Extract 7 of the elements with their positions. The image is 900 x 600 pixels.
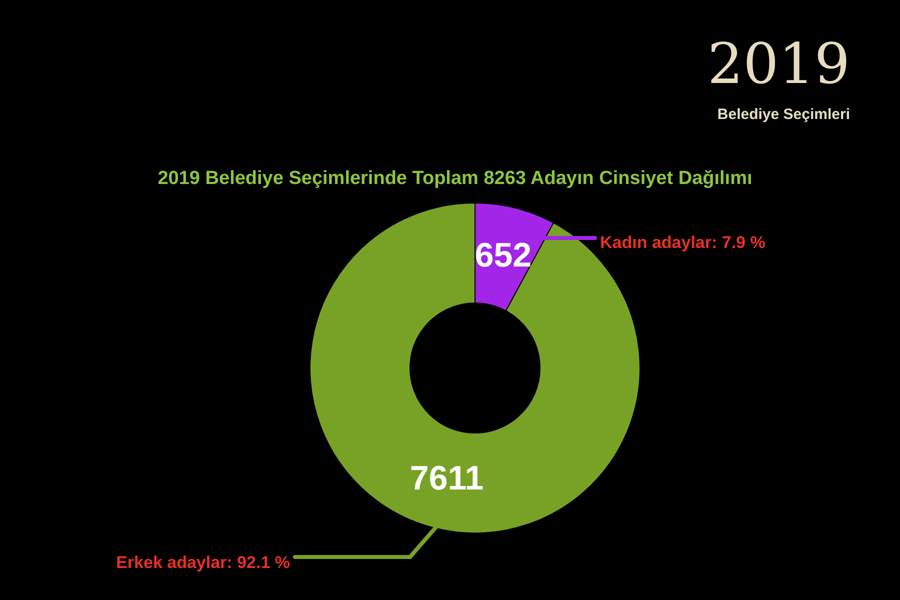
text: Belediye Seçimleri (717, 106, 850, 123)
data-label: 7611 (410, 459, 484, 498)
text: 2019 (707, 32, 850, 97)
slice-label: Kadın adaylar: 7.9 % (600, 233, 766, 252)
chart-title: 2019 Belediye Seçimlerinde Toplam 8263 Adayın Cinsiyet Dağılımı (158, 168, 752, 189)
data-label: 652 (474, 236, 532, 275)
slice-label: Erkek adaylar: 92.1 % (116, 553, 290, 572)
